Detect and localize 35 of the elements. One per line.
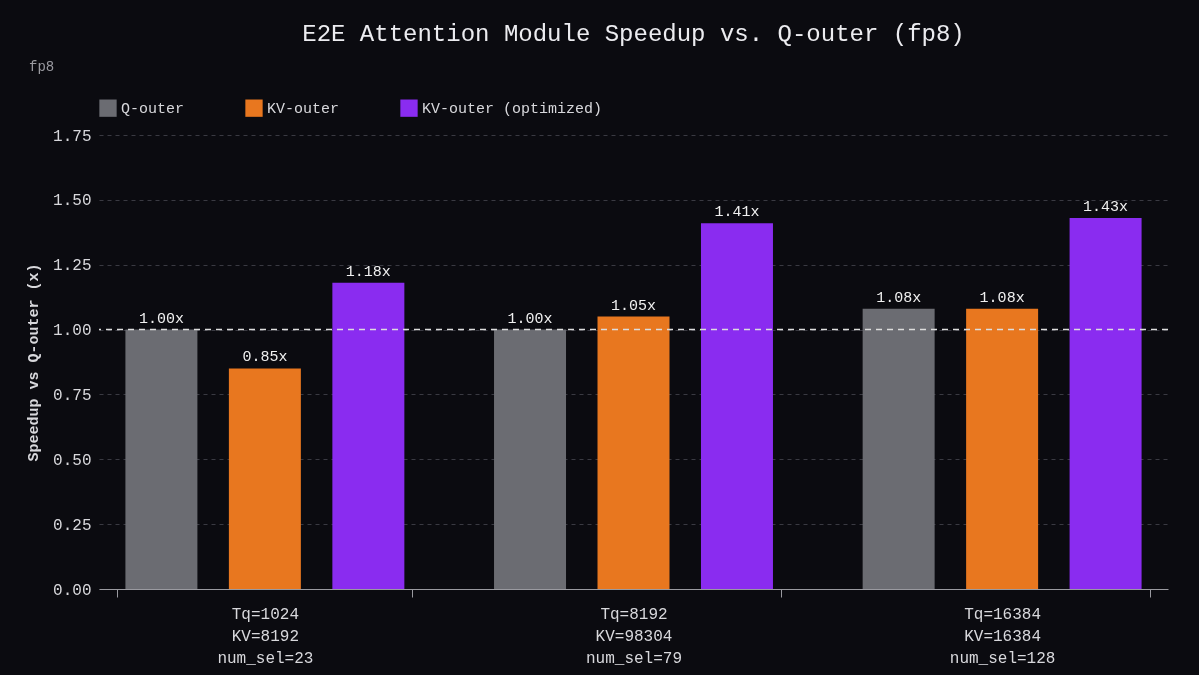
data-label: 1.08x xyxy=(876,289,922,307)
bar xyxy=(125,329,198,589)
y-tick-label: 0.50 xyxy=(53,451,92,470)
bar xyxy=(332,282,405,589)
y-tick-label: 0.25 xyxy=(53,516,92,535)
x-tick-label: Tq=16384 KV=16384 num_sel=128 xyxy=(949,605,1056,668)
text: fp8 xyxy=(29,59,55,75)
y-tick-label: 1.00 xyxy=(53,322,92,341)
bar xyxy=(966,308,1039,589)
bar xyxy=(1069,218,1142,589)
y-tick-label: 1.75 xyxy=(53,127,92,146)
data-label: 1.18x xyxy=(345,263,391,281)
bar xyxy=(597,316,670,589)
bar xyxy=(494,329,567,589)
x-tick-label: Tq=8192 KV=98304 num_sel=79 xyxy=(585,605,683,668)
x-tick-label: Tq=1024 KV=8192 num_sel=23 xyxy=(217,605,314,668)
data-label: 1.00x xyxy=(507,310,553,328)
legend-label: KV-outer xyxy=(267,101,340,119)
chart-title: E2E Attention Module Speedup vs. Q-outer (fp8) xyxy=(302,21,965,48)
bar xyxy=(862,308,935,589)
bar xyxy=(700,223,773,589)
bar xyxy=(228,368,301,589)
y-tick-label: 1.50 xyxy=(53,192,92,211)
data-label: 1.43x xyxy=(1083,199,1129,217)
y-tick-label: 0.75 xyxy=(53,386,92,405)
data-label: 0.85x xyxy=(242,349,288,367)
y-tick-label: 0.00 xyxy=(53,581,92,600)
y-tick-label: 1.25 xyxy=(53,257,92,276)
data-label: 1.41x xyxy=(714,204,760,222)
legend-label: Q-outer xyxy=(121,101,185,119)
y-axis-title: Speedup vs Q-outer (x) xyxy=(26,263,44,462)
legend-label: KV-outer (optimized) xyxy=(422,101,603,119)
data-label: 1.00x xyxy=(138,310,184,328)
data-label: 1.08x xyxy=(979,289,1025,307)
data-label: 1.05x xyxy=(610,297,657,315)
